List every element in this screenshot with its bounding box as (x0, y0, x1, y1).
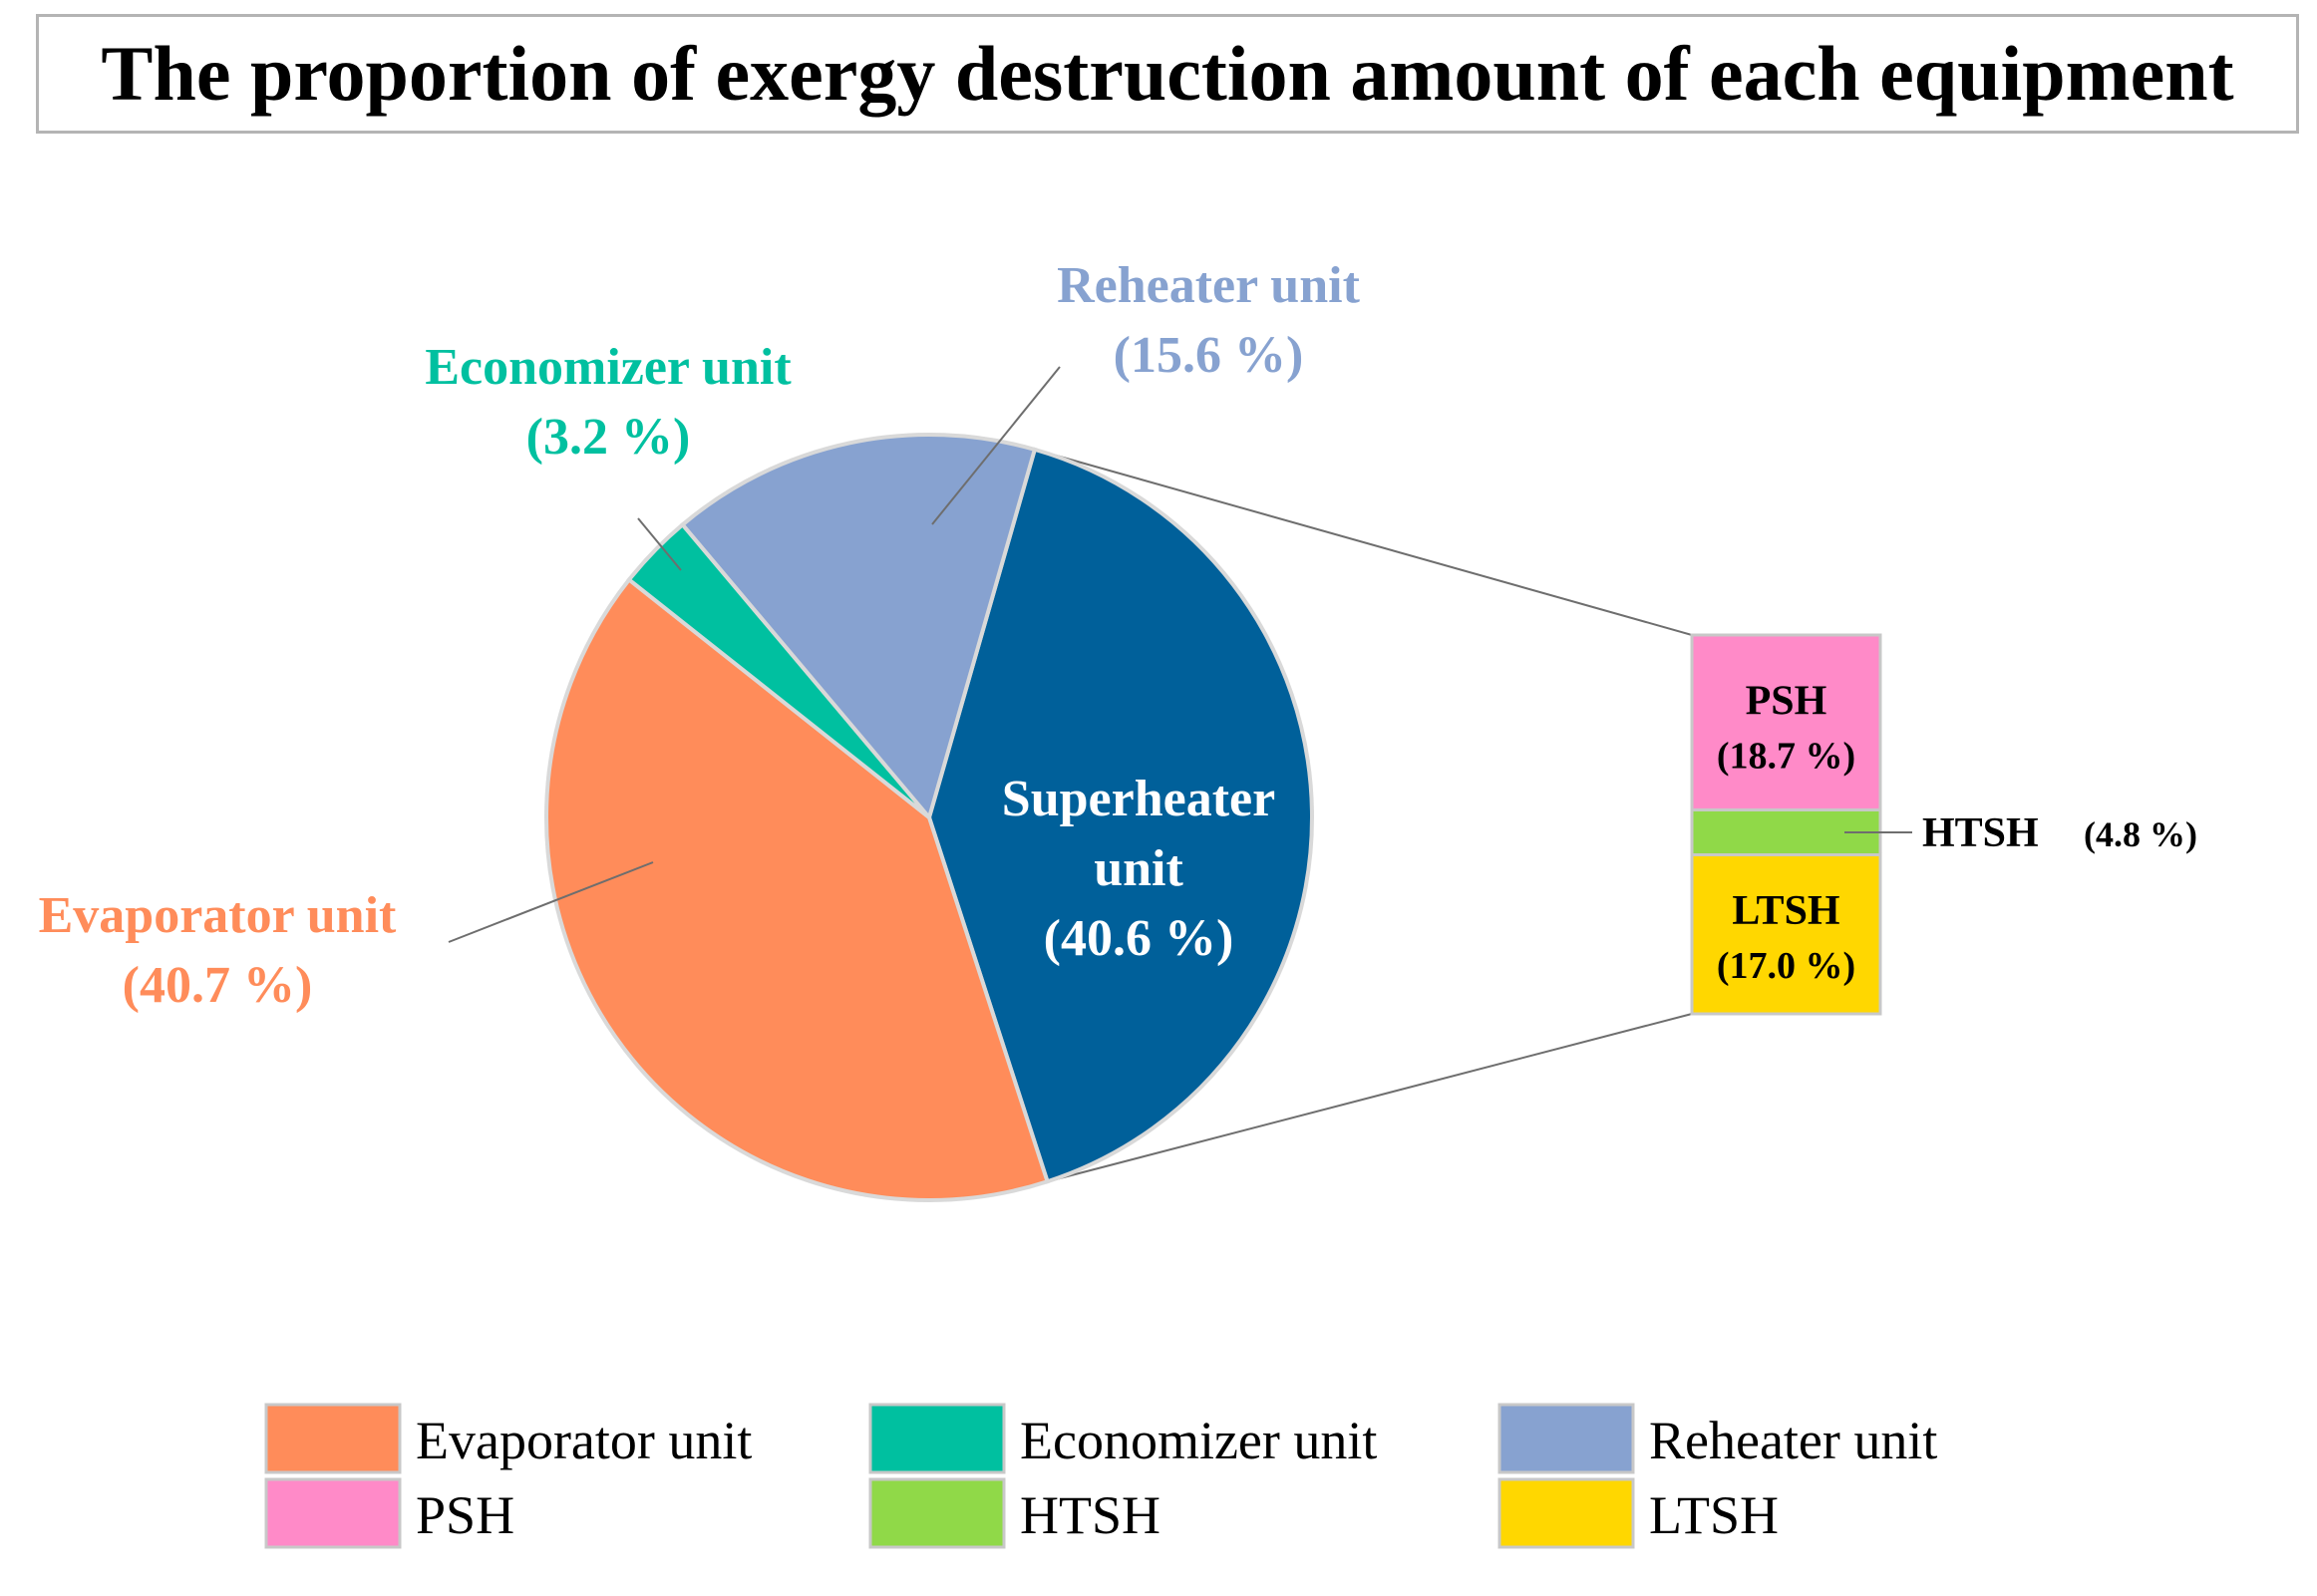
chart-title-box: The proportion of exergy destruction amo… (36, 14, 2299, 134)
value-label-psh: (18.7 %) (1717, 736, 1855, 778)
leader-line-reheater (931, 366, 1061, 525)
pie-slice-superheater (926, 447, 1314, 1184)
value-label-economizer: (3.2 %) (526, 409, 691, 466)
legend-swatch-5 (1497, 1477, 1635, 1549)
label-economizer: Economizer unit (425, 339, 792, 396)
label-ltsh: LTSH (1732, 888, 1839, 934)
value-label-superheater: (40.6 %) (1044, 910, 1234, 967)
leader-line-evaporator (448, 861, 654, 943)
value-label-reheater: (15.6 %) (1114, 327, 1304, 384)
label-evaporator: Evaporator unit (39, 887, 397, 944)
legend-label-4: HTSH (1020, 1485, 1160, 1545)
legend-swatch-3 (264, 1477, 402, 1549)
label-superheater-line2: unit (1094, 840, 1183, 897)
legend-label-2: Reheater unit (1649, 1411, 1937, 1470)
legend-label-5: LTSH (1649, 1485, 1779, 1545)
legend-swatch-0 (264, 1403, 402, 1474)
value-label-ltsh: (17.0 %) (1717, 945, 1855, 987)
label-reheater: Reheater unit (1057, 257, 1360, 314)
legend-swatch-4 (868, 1477, 1006, 1549)
pie-slice-evaporator (544, 576, 1051, 1202)
legend-label-3: PSH (416, 1485, 514, 1545)
value-label-evaporator: (40.7 %) (123, 957, 313, 1014)
chart-title: The proportion of exergy destruction amo… (101, 30, 2234, 117)
value-label-htsh: (4.8 %) (2084, 814, 2197, 854)
label-psh: PSH (1746, 679, 1827, 725)
legend-label-1: Economizer unit (1020, 1411, 1377, 1470)
label-htsh: HTSH (1922, 810, 2039, 856)
label-superheater-line1: Superheater (1002, 771, 1275, 827)
bar-segment-psh (1690, 633, 1882, 811)
legend-swatch-2 (1497, 1403, 1635, 1474)
bar-segment-ltsh (1690, 852, 1882, 1016)
legend-label-0: Evaporator unit (416, 1411, 752, 1470)
legend-swatch-1 (868, 1403, 1006, 1474)
connector-line-top (1034, 448, 1693, 636)
leader-line-economizer (637, 517, 682, 571)
connector-line-bottom (1047, 1013, 1693, 1183)
pie-slice-reheater (679, 433, 1038, 822)
